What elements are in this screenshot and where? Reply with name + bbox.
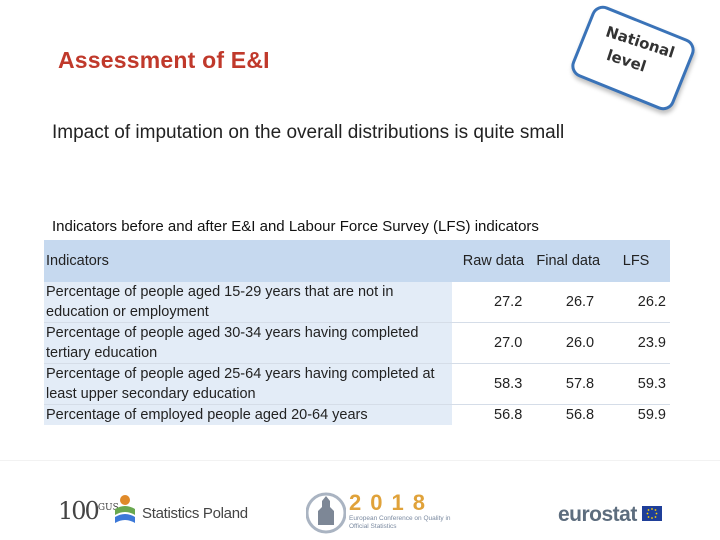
lfs-value-cell: 26.2: [602, 282, 670, 323]
slide-title: Assessment of E&I: [58, 47, 270, 73]
final-value-cell: 56.8: [534, 404, 603, 425]
gus-100-logo: 100GUS: [58, 497, 119, 525]
eurostat-logo: eurostat: [558, 503, 637, 526]
indicator-cell: Percentage of people aged 25-64 years ha…: [44, 363, 453, 405]
statistics-poland-logo: Statistics Poland: [142, 505, 248, 522]
indicator-cell: Percentage of people aged 30-34 years ha…: [44, 322, 453, 364]
conference-name: European Conference on Quality in Offici…: [349, 515, 451, 530]
conference-year: 2018: [349, 490, 434, 515]
indicator-cell: Percentage of employed people aged 20-64…: [44, 404, 453, 425]
lfs-value-cell: 59.9: [602, 404, 670, 425]
statistics-poland-emblem-icon: [115, 495, 135, 523]
raw-value-cell: 58.3: [452, 363, 535, 405]
table-row: Percentage of people aged 15-29 years th…: [44, 282, 670, 323]
indicator-cell: Percentage of people aged 15-29 years th…: [44, 282, 453, 323]
lfs-value-cell: 23.9: [602, 322, 670, 364]
table-row: Percentage of employed people aged 20-64…: [44, 404, 670, 425]
raw-value-cell: 27.2: [452, 282, 535, 323]
table-header-row: Indicators Raw data Final data LFS: [44, 240, 670, 282]
slide-subtitle: Impact of imputation on the overall dist…: [52, 122, 565, 143]
raw-value-cell: 56.8: [452, 404, 535, 425]
eu-flag-icon: [642, 506, 662, 521]
indicators-table: Indicators Raw data Final data LFS Perce…: [44, 240, 670, 425]
logo-100-sub: GUS: [97, 503, 119, 513]
table-caption: Indicators before and after E&I and Labo…: [52, 218, 539, 235]
header-final-data: Final data: [534, 240, 603, 282]
header-lfs: LFS: [602, 240, 670, 282]
table-row: Percentage of people aged 25-64 years ha…: [44, 363, 670, 405]
lfs-value-cell: 59.3: [602, 363, 670, 405]
table-row: Percentage of people aged 30-34 years ha…: [44, 322, 670, 364]
header-raw-data: Raw data: [452, 240, 535, 282]
logo-100-text: 100: [58, 497, 100, 525]
conference-emblem-icon: [306, 492, 346, 534]
final-value-cell: 57.8: [534, 363, 603, 405]
footer-divider: [0, 460, 720, 461]
header-indicators: Indicators: [44, 240, 453, 282]
final-value-cell: 26.0: [534, 322, 603, 364]
final-value-cell: 26.7: [534, 282, 603, 323]
raw-value-cell: 27.0: [452, 322, 535, 364]
